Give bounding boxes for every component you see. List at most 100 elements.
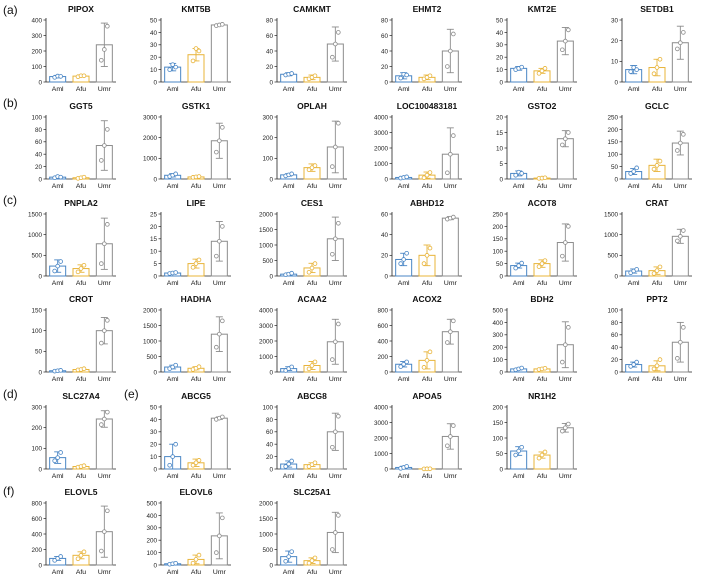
chart-gclc: GCLC 0 50 100 150 200 250 Aml Afu Umr [607, 101, 692, 190]
y-tick-label: 200 [146, 538, 157, 545]
data-point [167, 67, 172, 72]
data-point [563, 136, 568, 142]
x-tick-label: Umr [98, 376, 112, 383]
data-point [398, 75, 403, 81]
x-tick-label: Umr [329, 473, 343, 480]
y-tick-label: 10 [150, 67, 158, 74]
data-point [190, 560, 196, 566]
chart-lipe: LIPE 0 5 10 15 20 25 Aml Afu Umr [150, 198, 231, 287]
x-tick-label: Umr [559, 86, 573, 93]
y-tick-label: 4000 [259, 307, 274, 314]
y-tick-label: 800 [377, 307, 388, 314]
y-tick-label: 40 [266, 48, 274, 55]
chart-title: HADHA [181, 294, 212, 304]
x-tick-label: Afu [422, 86, 432, 93]
y-tick-label: 20 [611, 38, 619, 45]
data-point [214, 253, 219, 259]
data-point [451, 133, 456, 138]
y-tick-label: 600 [31, 516, 42, 523]
x-tick-label: Aml [283, 86, 295, 93]
bar-umr [210, 24, 228, 83]
x-tick-label: Umr [98, 569, 112, 576]
chart-title: KMT2E [528, 4, 557, 14]
y-tick-label: 0 [153, 369, 157, 376]
chart-oplah: OPLAH 0 100 200 300 Aml Afu Umr [262, 101, 347, 190]
data-point [99, 261, 104, 266]
x-tick-label: Afu [422, 280, 432, 287]
y-tick-label: 200 [262, 135, 273, 142]
y-tick-label: 20 [381, 64, 389, 71]
y-tick-label: 1000 [143, 338, 158, 345]
y-tick-label: 400 [146, 513, 157, 520]
data-point [519, 365, 524, 371]
data-point [445, 340, 450, 345]
data-point [309, 265, 315, 271]
data-point [631, 362, 636, 367]
chart-slc25a1: SLC25A1 0 500 1000 1500 2000 Aml Afu Umr [259, 487, 347, 576]
y-tick-label: 200 [492, 224, 503, 231]
data-point [105, 508, 110, 514]
data-point [657, 264, 663, 270]
data-point [190, 58, 196, 64]
y-tick-label: 1500 [28, 211, 43, 218]
y-tick-label: 40 [150, 30, 158, 37]
data-point [519, 171, 524, 176]
y-tick-label: 250 [492, 211, 503, 218]
data-point [173, 64, 178, 70]
y-tick-label: 60 [381, 33, 389, 40]
data-point [681, 325, 686, 330]
chart-title: CES1 [301, 198, 323, 208]
chart-title: ABCG5 [181, 391, 211, 401]
x-tick-label: Aml [283, 569, 295, 576]
chart-title: PPT2 [646, 294, 668, 304]
y-tick-label: 50 [150, 404, 158, 411]
y-tick-label: 150 [607, 139, 618, 146]
y-tick-label: 300 [492, 332, 503, 339]
data-point [566, 421, 571, 427]
y-tick-label: 150 [31, 307, 42, 314]
chart-ehmt2: EHMT2 0 20 40 60 80 Aml Afu Umr [381, 4, 462, 93]
x-tick-label: Afu [307, 569, 317, 576]
data-point [634, 359, 639, 365]
y-tick-label: 40 [496, 30, 504, 37]
y-tick-label: 500 [146, 354, 157, 361]
data-point [448, 151, 453, 157]
data-point [654, 363, 660, 369]
x-tick-label: Afu [76, 86, 86, 93]
y-tick-label: 100 [262, 156, 273, 163]
chart-elovl5: ELOVL5 0 200 400 600 800 Aml Afu Umr [31, 487, 116, 576]
y-tick-label: 20 [611, 357, 619, 364]
data-point [330, 357, 335, 362]
data-point [196, 458, 202, 463]
y-tick-label: 4000 [374, 114, 389, 121]
data-point [312, 555, 318, 561]
data-point [333, 429, 338, 435]
y-tick-label: 0 [153, 79, 157, 86]
data-point [190, 265, 196, 270]
data-point [427, 245, 433, 251]
y-tick-label: 2000 [259, 500, 274, 507]
data-point [193, 261, 199, 266]
data-point [336, 120, 341, 126]
x-tick-label: Afu [191, 183, 201, 190]
x-tick-label: Afu [307, 183, 317, 190]
x-tick-label: Umr [98, 280, 112, 287]
x-tick-label: Afu [191, 569, 201, 576]
data-point [448, 434, 453, 439]
data-point [445, 64, 450, 69]
data-point [651, 166, 657, 172]
data-point [105, 318, 110, 323]
data-point [289, 549, 294, 554]
x-tick-label: Aml [167, 86, 179, 93]
data-point [102, 529, 107, 534]
y-tick-label: 3000 [143, 114, 158, 121]
data-point [58, 259, 63, 264]
y-tick-label: 100 [607, 152, 618, 159]
data-point [678, 40, 683, 46]
data-point [78, 266, 84, 271]
y-tick-label: 3000 [374, 130, 389, 137]
y-tick-label: 60 [35, 139, 43, 146]
data-point [173, 441, 178, 447]
data-point [312, 163, 318, 168]
